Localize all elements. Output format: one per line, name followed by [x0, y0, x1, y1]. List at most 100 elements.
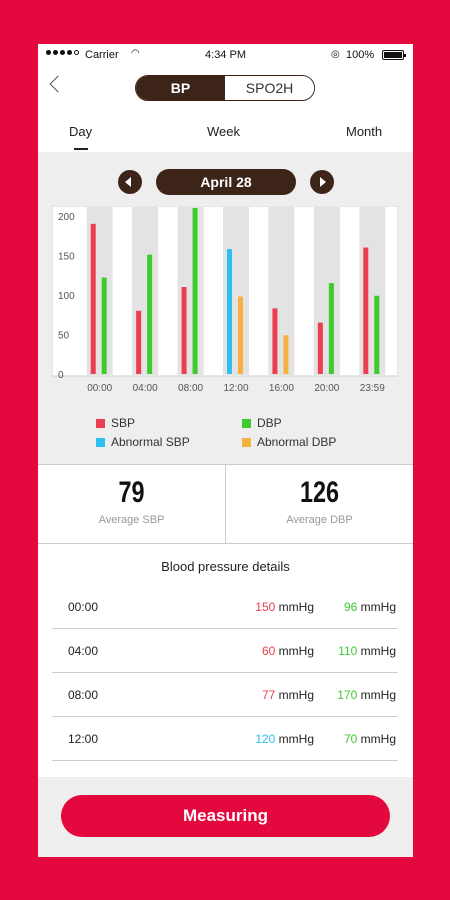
- period-tabs: Day Week Month: [38, 122, 413, 152]
- legend-abnormal-sbp: Abnormal SBP: [96, 435, 190, 449]
- details-title: Blood pressure details: [161, 559, 290, 574]
- x-tick-label: 12:00: [223, 383, 248, 394]
- average-dbp: 126 Average DBP: [226, 465, 413, 543]
- average-dbp-label: Average DBP: [286, 514, 353, 526]
- bar-abnormal-sbp: [227, 249, 232, 374]
- unit-label: mmHg: [360, 731, 396, 746]
- sbp-value: 60: [261, 643, 276, 658]
- row-sbp: 150 mmHg: [204, 600, 314, 614]
- average-sbp-label: Average SBP: [98, 514, 165, 526]
- list-item[interactable]: 04:00 60 mmHg 110 mmHg: [52, 629, 398, 673]
- row-dbp: 96 mmHg: [314, 600, 398, 614]
- y-tick-label: 200: [58, 212, 75, 223]
- unit-label: mmHg: [278, 687, 314, 702]
- list-item[interactable]: 12:00 120 mmHg 70 mmHg: [52, 717, 398, 761]
- y-tick-label: 100: [58, 291, 75, 302]
- date-navigator: April 28: [38, 169, 413, 195]
- date-label[interactable]: April 28: [156, 169, 296, 195]
- average-sbp: 79 Average SBP: [38, 465, 226, 543]
- bar-sbp: [90, 223, 96, 374]
- list-item[interactable]: 08:00 77 mmHg 170 mmHg: [52, 673, 398, 717]
- bar-sbp: [363, 247, 369, 374]
- next-day-button[interactable]: [310, 170, 334, 194]
- dbp-value: 170: [337, 687, 358, 702]
- unit-label: mmHg: [360, 599, 396, 614]
- row-time: 00:00: [68, 599, 99, 614]
- bar-dbp: [328, 283, 334, 374]
- status-bar: Carrier ◠ 4:34 PM ◎ 100%: [38, 44, 413, 66]
- rotation-lock-icon: ◎: [331, 49, 340, 60]
- row-time: 08:00: [68, 687, 99, 702]
- dbp-value: 70: [343, 731, 358, 746]
- legend-abnormal-dbp: Abnormal DBP: [242, 435, 336, 449]
- bar-dbp: [192, 208, 198, 374]
- row-time: 12:00: [68, 731, 99, 746]
- column-band: [177, 207, 204, 375]
- bar-sbp: [136, 310, 142, 374]
- average-sbp-value: 79: [118, 476, 145, 509]
- column-band: [313, 207, 340, 375]
- bar-dbp: [374, 295, 380, 374]
- legend-label: SBP: [111, 416, 136, 430]
- sbp-value: 150: [255, 599, 276, 614]
- row-dbp: 170 mmHg: [314, 688, 398, 702]
- bp-toggle[interactable]: BP: [136, 76, 225, 100]
- measuring-button[interactable]: Measuring: [61, 795, 390, 837]
- unit-label: mmHg: [278, 643, 314, 658]
- battery-percent: 100%: [346, 49, 375, 61]
- list-item[interactable]: 00:00 150 mmHg 96 mmHg: [52, 585, 398, 629]
- clock: 4:34 PM: [205, 49, 246, 61]
- x-tick-label: 20:00: [314, 383, 339, 394]
- legend-dbp: DBP: [242, 416, 282, 430]
- unit-label: mmHg: [360, 643, 396, 658]
- legend-sbp: SBP: [96, 416, 135, 430]
- unit-label: mmHg: [360, 687, 396, 702]
- row-dbp: 110 mmHg: [314, 644, 398, 658]
- tab-day[interactable]: Day: [69, 124, 93, 139]
- sbp-value: 120: [255, 731, 276, 746]
- y-tick-label: 150: [58, 251, 75, 262]
- bp-bar-chart: 00:00 04:00 08:00 12:00 16:00 20:00 23:59 200 15…: [52, 206, 398, 394]
- y-tick-label: 50: [58, 330, 70, 341]
- wifi-icon: ◠: [131, 48, 140, 59]
- dbp-value: 110: [338, 643, 358, 658]
- legend-swatch: [96, 437, 105, 447]
- legend-label: Abnormal DBP: [257, 435, 337, 449]
- row-dbp: 70 mmHg: [314, 732, 398, 746]
- sbp-value: 77: [261, 687, 276, 702]
- legend-swatch: [96, 418, 105, 428]
- back-icon[interactable]: [49, 75, 67, 93]
- column-band: [268, 207, 295, 375]
- average-dbp-value: 126: [299, 476, 340, 509]
- bar-sbp: [181, 287, 187, 374]
- mode-switch: BP SPO2H: [135, 75, 315, 101]
- averages-panel: 79 Average SBP 126 Average DBP: [38, 464, 413, 544]
- x-tick-label: 04:00: [133, 383, 158, 394]
- carrier-label: Carrier: [85, 49, 119, 61]
- column-band: [223, 207, 249, 375]
- signal-icon: [46, 50, 79, 55]
- x-tick-label: 00:00: [87, 383, 112, 394]
- row-time: 04:00: [68, 643, 99, 658]
- legend-swatch: [242, 418, 251, 428]
- legend-swatch: [242, 437, 251, 447]
- tab-week[interactable]: Week: [207, 124, 240, 139]
- bar-sbp: [272, 308, 278, 374]
- tab-month[interactable]: Month: [346, 124, 383, 139]
- bar-dbp: [147, 254, 153, 374]
- column-band: [86, 207, 113, 375]
- spo2-toggle[interactable]: SPO2H: [225, 76, 314, 100]
- previous-day-button[interactable]: [118, 170, 142, 194]
- x-tick-label: 08:00: [178, 383, 203, 394]
- legend-label: Abnormal SBP: [111, 435, 190, 449]
- battery-icon: [382, 50, 406, 60]
- column-band: [132, 207, 159, 375]
- bar-dbp: [101, 277, 107, 374]
- active-tab-indicator: [74, 148, 88, 150]
- x-tick-label: 16:00: [269, 383, 294, 394]
- dbp-value: 96: [343, 599, 358, 614]
- column-band: [359, 207, 386, 375]
- app-screen: Carrier ◠ 4:34 PM ◎ 100% BP SPO2H Day We…: [38, 44, 413, 857]
- x-tick-label: 23:59: [360, 383, 385, 394]
- unit-label: mmHg: [278, 731, 314, 746]
